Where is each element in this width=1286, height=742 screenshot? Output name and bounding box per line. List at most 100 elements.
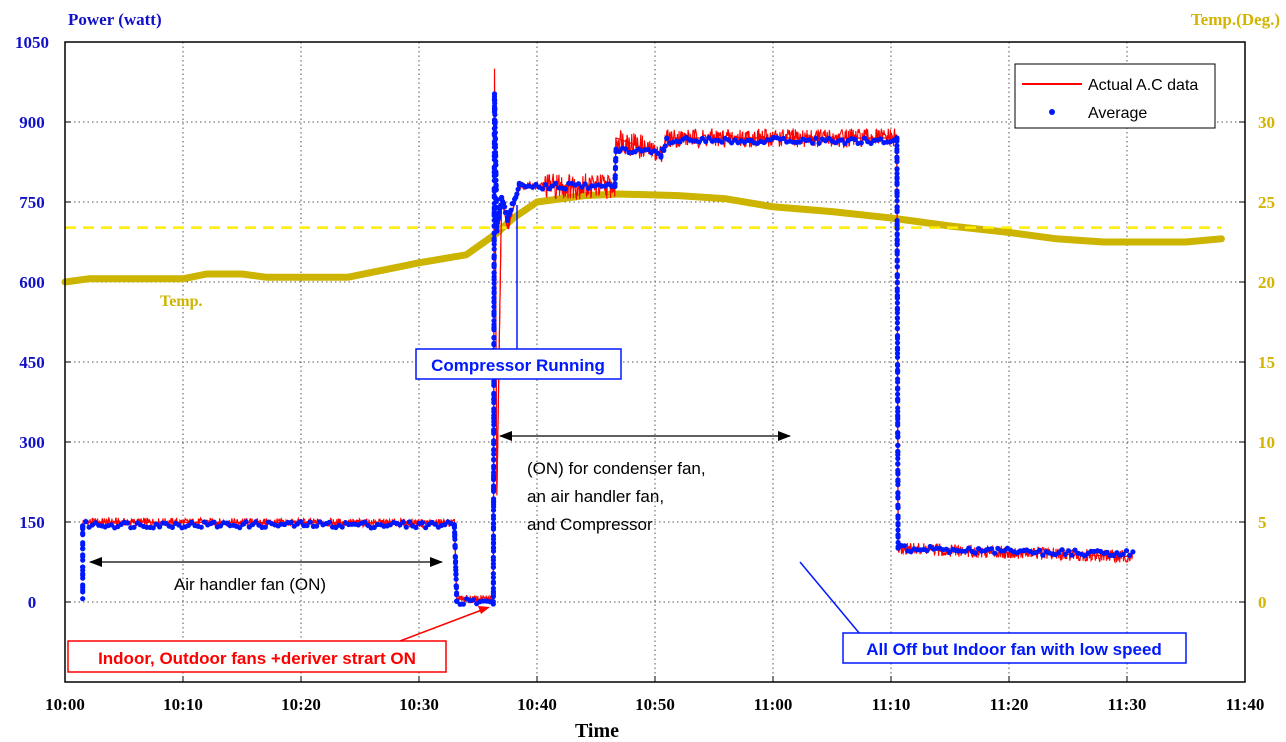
y2-axis-label: Temp.(Deg.) [1191, 10, 1280, 29]
average-point [813, 135, 819, 141]
average-point [491, 310, 497, 316]
average-point [1037, 547, 1043, 553]
average-point [491, 299, 497, 305]
average-point [491, 326, 497, 332]
average-point [460, 601, 466, 607]
x-tick-label: 11:00 [754, 695, 793, 714]
average-point [80, 564, 86, 570]
average-point [894, 138, 900, 144]
average-point [894, 310, 901, 316]
x-tick-label: 10:30 [399, 695, 439, 714]
average-point [217, 523, 224, 529]
average-point [491, 397, 497, 403]
average-point [492, 130, 498, 136]
average-point [894, 347, 901, 353]
average-point [125, 520, 131, 526]
average-point [452, 532, 458, 538]
average-point [894, 274, 900, 280]
average-point [490, 561, 496, 567]
average-point [1130, 549, 1136, 555]
temp-annotation: Temp. [160, 293, 203, 310]
legend: Actual A.C data Average [1014, 63, 1216, 129]
average-point [243, 519, 249, 525]
average-point [288, 519, 294, 526]
average-point [491, 318, 497, 324]
average-point [895, 455, 901, 462]
average-point [491, 261, 497, 267]
average-point [623, 146, 629, 152]
average-point [895, 408, 901, 415]
average-point [490, 544, 497, 551]
average-point [662, 143, 668, 149]
average-point [966, 545, 972, 551]
average-point [453, 576, 459, 582]
average-point [493, 162, 499, 168]
average-point [490, 554, 496, 561]
average-point [894, 181, 900, 188]
average-point [491, 280, 497, 286]
average-point [491, 289, 497, 295]
average-point [895, 534, 901, 540]
average-point [491, 335, 497, 341]
average-point [453, 567, 459, 573]
average-point [491, 322, 497, 328]
average-point [491, 446, 497, 453]
average-point [612, 164, 619, 170]
average-point [451, 524, 458, 530]
average-point [894, 325, 901, 331]
average-point [852, 136, 858, 142]
average-point [1104, 549, 1110, 556]
average-point [894, 209, 900, 215]
average-point [616, 148, 622, 154]
average-point [493, 182, 499, 188]
average-point [895, 470, 901, 476]
average-point [453, 558, 459, 564]
average-point [699, 135, 706, 141]
average-point [895, 416, 901, 422]
average-point [895, 369, 901, 375]
average-point [491, 469, 497, 476]
legend-actual-label: Actual A.C data [1088, 77, 1198, 94]
average-point [719, 139, 725, 145]
average-point [878, 136, 884, 142]
startup-label: Indoor, Outdoor fans +deriver strart ON [98, 649, 416, 668]
x-tick-label: 11:30 [1108, 695, 1147, 714]
y-tick-label: 600 [19, 273, 45, 292]
average-point [612, 173, 618, 179]
average-point [496, 214, 502, 220]
y2-tick-label: 10 [1258, 433, 1275, 452]
average-point [553, 180, 559, 186]
average-point [493, 177, 499, 183]
average-point [491, 456, 497, 462]
all-off-box [842, 632, 1187, 664]
average-point [403, 524, 409, 530]
average-point [491, 451, 497, 457]
legend-average-label: Average [1088, 105, 1147, 122]
average-point [895, 490, 901, 496]
average-point [362, 519, 368, 525]
y2-tick-label: 25 [1258, 193, 1275, 212]
average-point [895, 515, 901, 521]
on-period-arrow-right-head [778, 431, 791, 441]
average-point [493, 197, 499, 203]
x-tick-label: 11:20 [990, 695, 1029, 714]
average-point [894, 315, 901, 321]
average-point [582, 181, 588, 187]
average-point [1059, 547, 1065, 553]
average-point [946, 549, 953, 556]
average-point [658, 154, 664, 160]
average-point [453, 585, 459, 591]
average-point [895, 379, 901, 385]
average-point [491, 91, 498, 97]
average-point [406, 519, 413, 525]
average-point [895, 391, 901, 397]
average-point [894, 232, 900, 238]
average-point [80, 540, 86, 546]
average-point [211, 519, 217, 525]
y-tick-label: 750 [19, 193, 45, 212]
average-point [453, 571, 459, 577]
y-tick-label: 450 [19, 353, 45, 372]
average-point [490, 533, 497, 539]
average-point [491, 463, 497, 469]
